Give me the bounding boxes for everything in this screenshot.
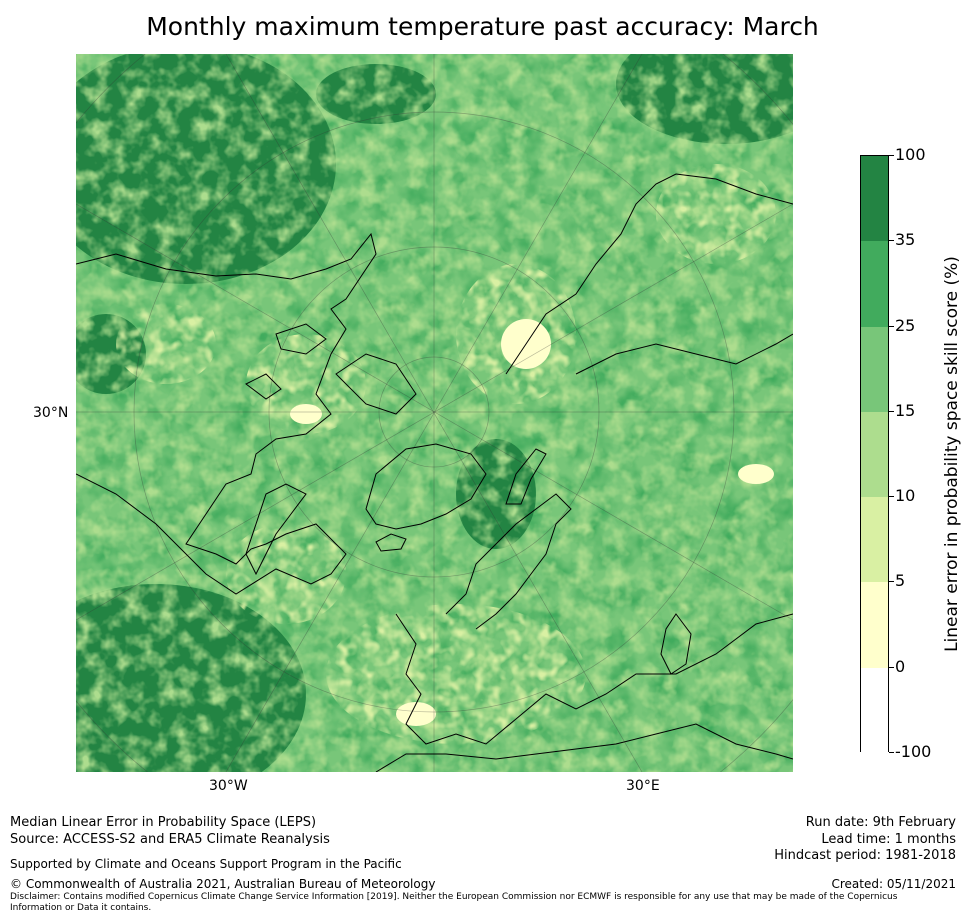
colorbar-tick-mark	[889, 581, 894, 583]
colorbar-tick-mark	[889, 496, 894, 498]
colorbar-label: Linear error in probability space skill …	[942, 256, 962, 652]
colorbar	[860, 155, 889, 754]
colorbar-bin	[861, 156, 888, 242]
colorbar-tick-label: 10	[895, 486, 916, 506]
colorbar-bin	[861, 411, 888, 498]
footer-copyright: © Commonwealth of Australia 2021, Austra…	[10, 877, 436, 891]
colorbar-bin	[861, 582, 888, 669]
colorbar-tick-mark	[889, 325, 894, 327]
colorbar-tick-label: 35	[895, 230, 916, 250]
coastline-hudson-bay	[245, 483, 307, 576]
footer-lead-time: Lead time: 1 months	[821, 832, 956, 847]
coastline-north-america	[76, 232, 377, 595]
lon-label-30e: 30°E	[626, 778, 660, 794]
coastline-mediterranean	[375, 723, 793, 772]
coastline-asia-2	[575, 333, 793, 375]
colorbar-tick-label: 0	[895, 656, 906, 676]
graticule	[76, 54, 793, 772]
colorbar-tick-label: 100	[895, 145, 926, 164]
coastline-arctic-islands	[335, 353, 417, 415]
lat-label-30n: 30°N	[33, 405, 69, 421]
coastline-novaya-zemlya	[505, 448, 547, 505]
colorbar-bin	[861, 667, 888, 754]
colorbar-bin	[861, 241, 888, 328]
colorbar-tick-mark	[889, 666, 894, 668]
colorbar-tick-label: 5	[895, 571, 906, 591]
colorbar-tick-mark	[889, 240, 894, 242]
footer-support: Supported by Climate and Oceans Support …	[10, 857, 402, 871]
coastline-greenland	[365, 443, 487, 530]
colorbar-tick-label: -100	[895, 742, 932, 761]
colorbar-tick-mark	[889, 410, 894, 412]
polar-skill-map	[76, 54, 793, 772]
coastline-europe	[395, 613, 793, 745]
colorbar-tick-mark	[889, 155, 894, 156]
footer-run-date: Run date: 9th February	[805, 815, 956, 830]
lon-label-30w: 30°W	[209, 778, 248, 794]
coastline-asia	[505, 173, 793, 375]
field-lightest-regions	[116, 164, 776, 744]
colorbar-tick-label: 15	[895, 400, 916, 420]
footer-hindcast: Hindcast period: 1981-2018	[774, 848, 956, 863]
coastline-caspian	[660, 613, 692, 675]
footer-source: Source: ACCESS-S2 and ERA5 Climate Reana…	[10, 832, 330, 847]
map-title: Monthly maximum temperature past accurac…	[146, 12, 819, 41]
colorbar-tick-label: 25	[895, 315, 916, 335]
colorbar-bin	[861, 497, 888, 583]
footer-disclaimer: Disclaimer: Contains modified Copernicus…	[10, 892, 898, 913]
coastline-iceland	[375, 533, 407, 552]
coastlines	[76, 173, 793, 772]
footer-method: Median Linear Error in Probability Space…	[10, 815, 317, 830]
coastline-scandinavia	[445, 493, 572, 630]
footer-created: Created: 05/11/2021	[831, 877, 956, 891]
colorbar-bin	[861, 326, 888, 413]
colorbar-tick-mark	[889, 752, 894, 753]
